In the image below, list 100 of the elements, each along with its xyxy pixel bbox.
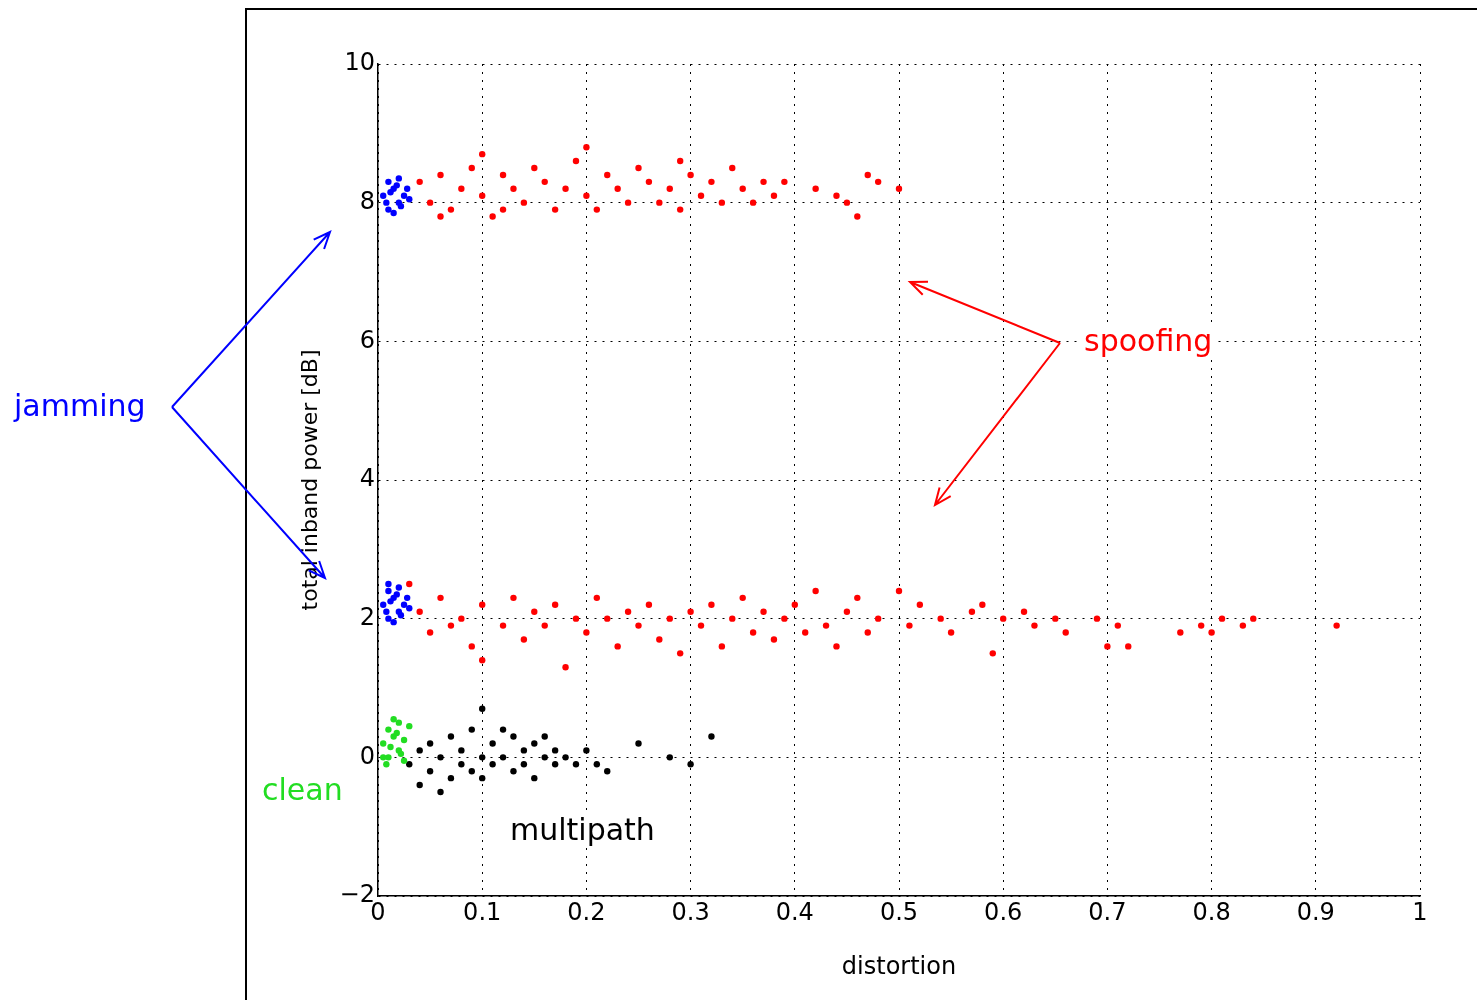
point [551,206,559,213]
point [447,774,455,782]
point [458,185,465,192]
point [499,206,507,213]
x-tick-label: 0.2 [567,897,606,926]
point [593,761,601,768]
point [635,740,642,747]
point [479,150,486,158]
point [395,719,403,726]
point [416,747,423,754]
point [458,761,465,768]
point [385,178,392,186]
point [541,754,548,761]
point [572,157,580,165]
y-tick-label: 10 [344,48,375,77]
point [593,206,601,213]
point [416,781,423,789]
point [426,740,434,747]
point [380,754,387,761]
point [385,206,392,213]
x-tick-label: 0.8 [1192,897,1231,926]
point [541,178,548,186]
point [468,726,475,733]
point [458,747,465,754]
point [403,185,411,192]
point [426,768,434,775]
point [874,178,882,186]
point [510,185,517,192]
point [749,199,757,206]
x-tick-label: 0.4 [775,897,814,926]
point [510,768,517,775]
x-tick-label: 0.5 [879,897,919,926]
point [499,171,507,179]
point [551,761,559,768]
point [385,754,392,761]
point [447,733,455,740]
point [499,754,507,761]
point [479,192,486,199]
point [729,164,736,172]
point [739,185,746,192]
point [403,594,411,602]
point [395,175,403,182]
x-tick-label: 0.1 [463,897,502,926]
point [687,171,694,179]
point [770,192,778,199]
point [397,202,405,210]
point [393,729,400,737]
point [708,178,715,186]
point [479,754,486,761]
point [531,774,538,782]
point [551,747,559,754]
point [645,178,653,186]
x-axis-title: distortion [841,951,957,980]
point [843,199,851,206]
annotation: spoofing [1082,323,1215,358]
point [437,788,444,796]
point [385,580,392,588]
text: clean [260,772,345,807]
point [387,743,394,751]
x-tick-label: 0.6 [984,897,1023,926]
point [397,750,405,758]
point [437,213,444,220]
point [383,608,390,615]
point [387,598,394,605]
point [562,754,569,761]
point [781,178,788,186]
point [614,185,621,192]
point [854,213,861,220]
point [718,199,726,206]
point [499,726,507,733]
point [676,157,684,165]
point [583,747,590,754]
point [635,164,642,172]
point [383,761,390,768]
point [479,705,486,712]
point [687,761,694,768]
point [437,754,444,761]
point [390,618,397,626]
point [468,164,475,172]
point [531,164,538,172]
point [390,209,397,217]
point [400,601,408,608]
point [531,740,538,747]
point [520,761,528,768]
point [385,587,392,595]
point [468,768,475,775]
point [406,761,413,768]
point [489,761,496,768]
point [510,733,517,740]
x-tick-label: 1 [1412,897,1428,926]
point [562,185,569,192]
point [666,185,673,192]
text: jamming [12,388,148,423]
point [400,192,408,199]
y-axis-title: total inband power [dB] [296,349,322,611]
point [520,747,528,754]
point [864,171,871,179]
point [583,144,590,151]
y-tick-label: 4 [359,464,375,493]
point [406,605,413,612]
